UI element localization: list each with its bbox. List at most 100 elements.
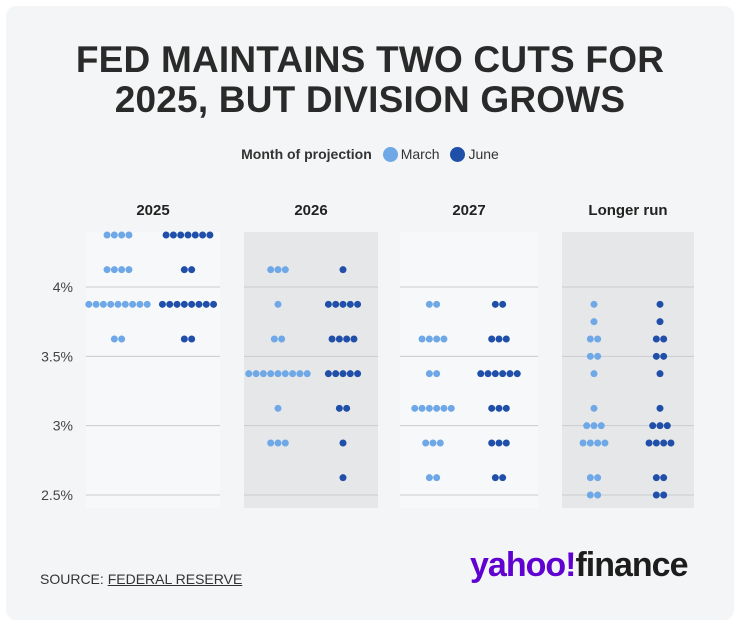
june-dot [491, 370, 499, 378]
june-dot [656, 300, 664, 308]
title-line-1: FED MAINTAINS TWO CUTS FOR [75, 39, 665, 80]
june-dot [177, 231, 185, 239]
june-dot [488, 404, 496, 412]
march-dot [85, 300, 93, 308]
march-dot [429, 439, 437, 447]
march-dot [583, 422, 591, 430]
march-dot [590, 300, 598, 308]
march-dot [103, 231, 111, 239]
march-dot [114, 300, 122, 308]
june-dot [184, 231, 192, 239]
march-dot [594, 335, 602, 343]
march-dot [267, 370, 275, 378]
june-dot [324, 370, 332, 378]
march-dot [99, 300, 107, 308]
june-dot [502, 335, 510, 343]
june-dot [495, 404, 503, 412]
y-tick-label: 4% [53, 279, 73, 295]
march-dot [586, 491, 594, 499]
june-dot [495, 439, 503, 447]
march-dot [586, 352, 594, 360]
march-dot [433, 370, 441, 378]
march-dot [425, 370, 433, 378]
june-dot [660, 491, 668, 499]
june-dot [656, 370, 664, 378]
june-dot [652, 474, 660, 482]
march-dot [433, 335, 441, 343]
march-dot [289, 370, 297, 378]
march-dot [586, 335, 594, 343]
march-dot [425, 335, 433, 343]
june-dot [491, 474, 499, 482]
march-dot [433, 474, 441, 482]
june-dot [477, 370, 485, 378]
june-dot [663, 422, 671, 430]
june-dot [188, 266, 196, 274]
june-dot [180, 300, 188, 308]
panel-background-3 [562, 232, 694, 508]
march-dot [303, 370, 311, 378]
logo-brand: yahoo! [470, 546, 576, 584]
june-dot [339, 266, 347, 274]
june-dot [656, 422, 664, 430]
june-dot [484, 370, 492, 378]
march-dot [590, 404, 598, 412]
june-dot [499, 370, 507, 378]
legend-june-label: June [468, 146, 499, 162]
legend: Month of projection March June [0, 146, 740, 162]
june-dot [343, 404, 351, 412]
june-dot [191, 231, 199, 239]
march-dot [121, 300, 129, 308]
march-dot [245, 370, 253, 378]
march-dot [597, 422, 605, 430]
june-dot [667, 439, 675, 447]
june-dot [656, 404, 664, 412]
march-dot [274, 300, 282, 308]
march-dot [278, 335, 286, 343]
march-dot [425, 474, 433, 482]
june-dot [652, 439, 660, 447]
march-dot [281, 266, 289, 274]
march-dot [447, 404, 455, 412]
legend-title: Month of projection [241, 146, 372, 162]
panel-header: 2027 [452, 202, 485, 219]
june-dot [488, 335, 496, 343]
march-dot [267, 439, 275, 447]
panel-header: 2026 [294, 202, 327, 219]
june-dot [158, 300, 166, 308]
march-dot [586, 474, 594, 482]
june-dot [199, 231, 207, 239]
june-dot [188, 300, 196, 308]
june-dot [652, 335, 660, 343]
march-dot [281, 370, 289, 378]
march-dot [259, 370, 267, 378]
june-dot [506, 370, 514, 378]
source-prefix: SOURCE: [40, 571, 108, 587]
panel-background-1 [244, 232, 378, 508]
june-dot [206, 231, 214, 239]
march-dot [436, 439, 444, 447]
june-dot [169, 231, 177, 239]
march-dot [107, 300, 115, 308]
panel-background-2 [400, 232, 538, 508]
june-dot [346, 300, 354, 308]
march-dot [594, 352, 602, 360]
march-dot [440, 404, 448, 412]
june-dot [502, 439, 510, 447]
june-dot [652, 491, 660, 499]
march-dot [118, 231, 126, 239]
june-dot [652, 352, 660, 360]
panel-header: 2025 [136, 202, 169, 219]
panel-header: Longer run [588, 202, 667, 219]
june-dot [339, 300, 347, 308]
june-dot [354, 370, 362, 378]
march-dot [594, 491, 602, 499]
march-dot [118, 266, 126, 274]
march-dot [110, 231, 118, 239]
march-dot [590, 422, 598, 430]
june-dot [166, 300, 174, 308]
june-dot [495, 335, 503, 343]
title-line-2: 2025, BUT DIVISION GROWS [114, 79, 626, 120]
june-dot [324, 300, 332, 308]
source-link[interactable]: FEDERAL RESERVE [107, 571, 243, 587]
